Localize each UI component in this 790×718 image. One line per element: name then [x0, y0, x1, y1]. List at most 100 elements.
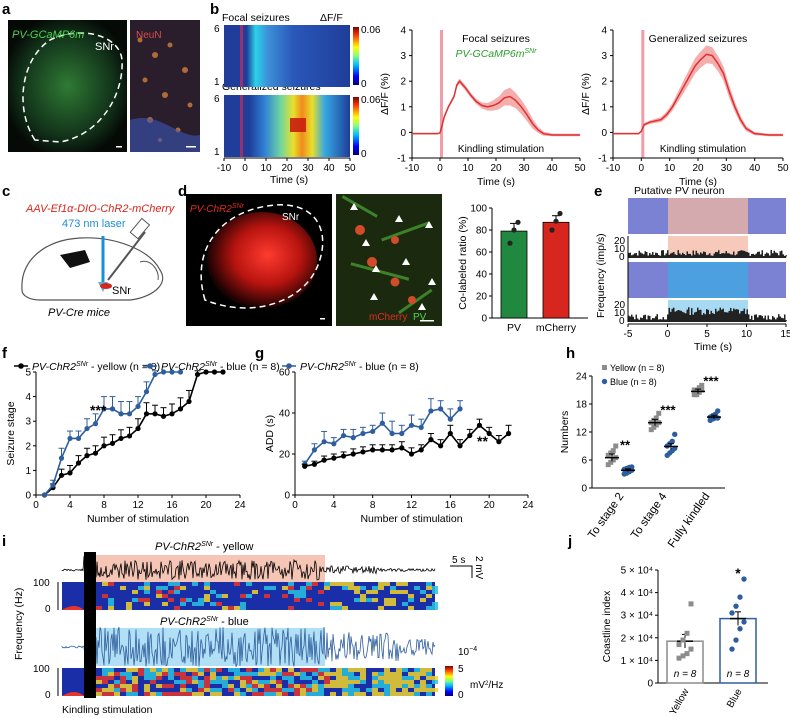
- spectrogram-cell: [210, 680, 216, 684]
- data-point: [311, 447, 318, 453]
- spectrogram-cell: [144, 590, 150, 594]
- data-point: [75, 460, 82, 466]
- x-tick-label: 0: [242, 163, 248, 174]
- spectrogram-cell: [306, 684, 312, 688]
- i-ytick: 100: [33, 664, 50, 675]
- spectrogram-cell: [198, 692, 204, 696]
- y-tick-label: 18: [576, 400, 588, 411]
- spectrogram-cell: [300, 668, 306, 672]
- spectrogram-cell: [396, 692, 402, 696]
- spectrogram-cell: [330, 684, 336, 688]
- spectrogram-cell: [300, 586, 306, 590]
- spectrogram-cell: [360, 668, 366, 672]
- y-tick-label: 3: [25, 417, 31, 428]
- bar: [500, 230, 528, 319]
- spectrogram-cell: [246, 688, 252, 692]
- spectrogram-cell: [252, 672, 258, 676]
- spectrogram-cell: [288, 582, 294, 586]
- legend-label: Yellow (n = 8): [610, 363, 664, 373]
- spectrogram-cell: [102, 688, 108, 692]
- spectrogram-cell: [408, 692, 414, 696]
- spectrogram-cell: [372, 672, 378, 676]
- spectrogram-cell: [162, 692, 168, 696]
- spectrogram-cell: [240, 672, 246, 676]
- data-point: [379, 447, 385, 453]
- spectrogram-cell: [216, 594, 222, 598]
- spectrogram-cell: [168, 598, 174, 602]
- y-tick-label: 2 × 10⁴: [621, 633, 653, 644]
- legend-suffix: - blue (n = 8): [356, 361, 419, 373]
- power-unit: mV2/Hz: [470, 680, 503, 691]
- data-point: [457, 406, 463, 412]
- data-point: [152, 411, 158, 417]
- chr2-expression: [207, 212, 317, 308]
- data-point: [143, 411, 150, 417]
- i-ylabel: Frequency (Hz): [13, 588, 25, 660]
- spectrogram-cell: [276, 684, 282, 688]
- spectrogram-cell: [420, 668, 426, 672]
- y-tick-label: 2: [25, 441, 31, 452]
- spectrogram-cell: [426, 606, 432, 610]
- spectrogram-cell: [246, 680, 252, 684]
- spectrogram-cell: [156, 594, 162, 598]
- spectrogram-cell: [396, 684, 402, 688]
- x-tick-label: 4: [67, 500, 73, 511]
- spectrogram-cell: [312, 688, 318, 692]
- neuron-title: Putative PV neuron: [634, 185, 725, 197]
- colorbar-max: 0.06: [361, 25, 381, 36]
- spectrogram-cell: [198, 668, 204, 672]
- spectrogram-cell: [228, 684, 234, 688]
- kindling-stim-bar: [84, 552, 96, 698]
- spectrogram-cell: [180, 680, 186, 684]
- x-tick-label: -10: [405, 163, 420, 174]
- spectrogram-cell: [336, 680, 342, 684]
- y-tick-label: 4 × 10⁴: [621, 588, 653, 599]
- spectrogram-cell: [420, 590, 426, 594]
- spectrogram-cell: [186, 676, 192, 680]
- x-tick-label: 0: [639, 163, 645, 174]
- data-point: [737, 594, 743, 600]
- data-point: [360, 449, 366, 455]
- y-tick-label: 2: [400, 77, 406, 88]
- data-point: [186, 398, 192, 405]
- y-label: ADD (s): [264, 415, 276, 452]
- series-line: [43, 371, 181, 496]
- spectrogram-cell: [210, 672, 216, 676]
- panel-i: i PV-ChR2SNr - yellow PV-ChR2SNr - blue …: [2, 533, 503, 716]
- legend-marker: [18, 363, 24, 369]
- x-tick-label: -10: [217, 163, 232, 174]
- spectrogram-cell: [348, 684, 354, 688]
- data-point: [684, 630, 690, 636]
- spectrogram-cell: [180, 692, 186, 696]
- data-point: [715, 408, 721, 414]
- spectrogram-cell: [432, 586, 438, 590]
- scale-voltage: 2 mV: [473, 556, 484, 580]
- y-tick-label: 40: [279, 409, 291, 420]
- data-point: [92, 421, 99, 427]
- mean-trace: [412, 80, 580, 136]
- spectrogram-cell: [282, 692, 288, 696]
- x-tick-label: 8: [370, 500, 376, 511]
- legend-suffix: - blue (n = 8): [217, 361, 280, 373]
- spectrogram-cell: [198, 672, 204, 676]
- spectrogram-cell: [294, 672, 300, 676]
- spectrogram-cell: [168, 692, 174, 696]
- snr-target: [100, 283, 112, 289]
- spectrogram-cell: [138, 586, 144, 590]
- spectrogram-cell: [330, 606, 336, 610]
- x-tick-label: Blue: [725, 687, 745, 710]
- spectrogram-cell: [294, 598, 300, 602]
- data-point: [672, 431, 678, 438]
- psth-blue: [628, 307, 787, 322]
- spectrogram-cell: [204, 680, 210, 684]
- chart-title: Generalized seizures: [649, 33, 748, 45]
- panel-letter-d: d: [178, 183, 187, 200]
- spectrogram-cell: [264, 586, 270, 590]
- panel-e: e Putative PV neuron 20 10 0 20 10 0 Fre…: [594, 183, 790, 353]
- psth-yellow: [628, 250, 787, 258]
- n-label: n = 8: [727, 669, 750, 680]
- spectrogram-cell: [132, 680, 138, 684]
- spectrogram-cell: [390, 672, 396, 676]
- spectrogram-cell: [108, 676, 114, 680]
